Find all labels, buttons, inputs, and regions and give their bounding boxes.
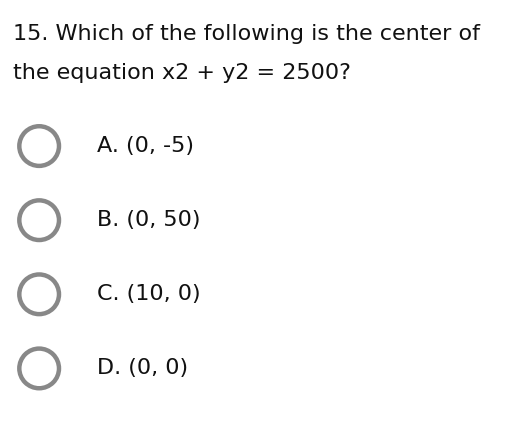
Text: C. (10, 0): C. (10, 0) [97,284,200,304]
Text: A. (0, -5): A. (0, -5) [97,136,194,156]
Text: the equation x2 + y2 = 2500?: the equation x2 + y2 = 2500? [13,63,351,83]
Text: B. (0, 50): B. (0, 50) [97,210,200,230]
Text: D. (0, 0): D. (0, 0) [97,358,188,378]
Text: 15. Which of the following is the center of: 15. Which of the following is the center… [13,24,480,44]
